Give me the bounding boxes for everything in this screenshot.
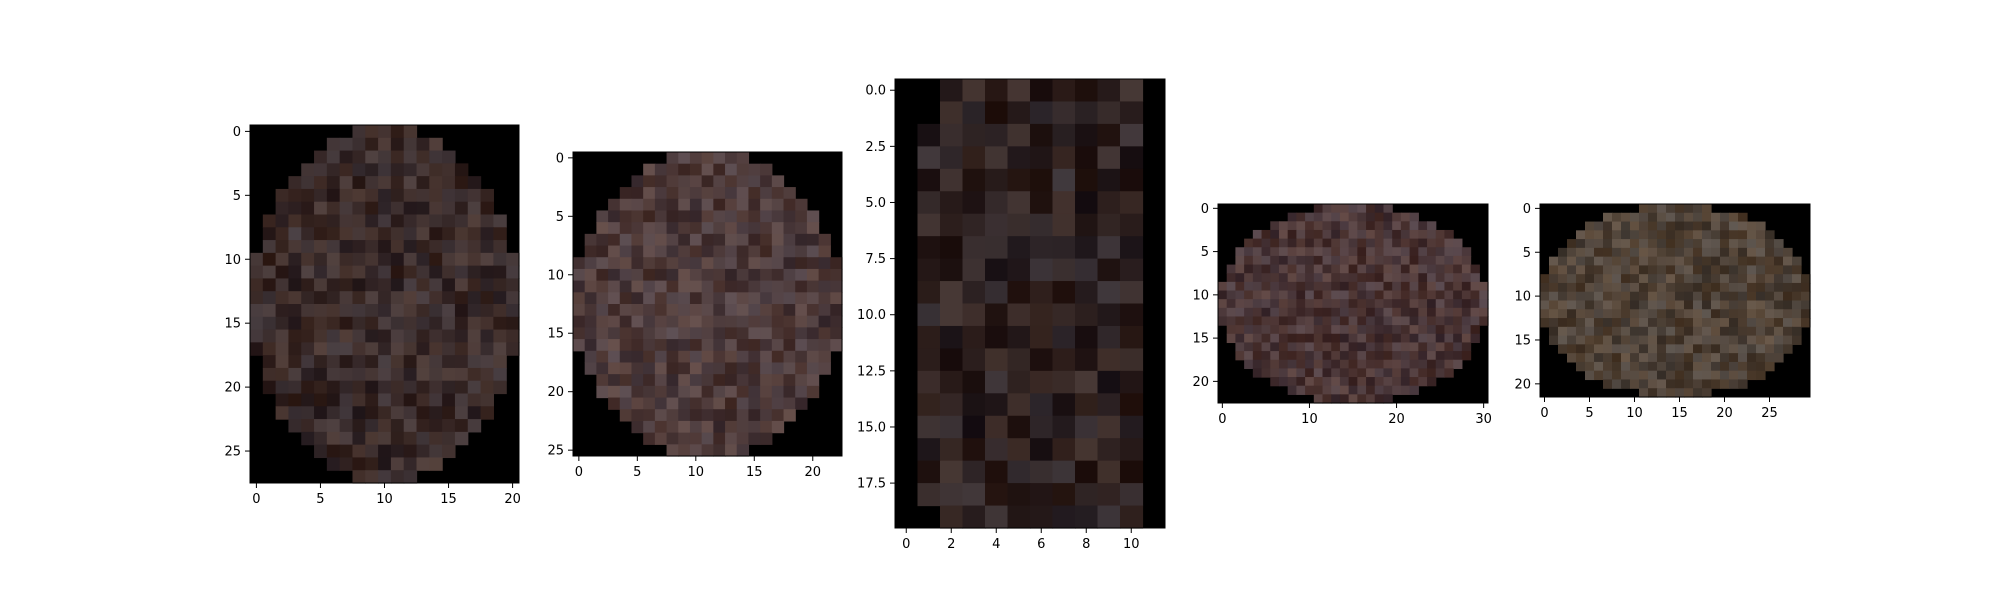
axes-frame [1539,203,1811,398]
panel-1: 0 5 10 15 20 0 5 10 15 20 25 [224,124,521,507]
x-tick-label: 20 [1388,412,1405,427]
x-tick-label: 10 [376,492,393,507]
x-tick-label: 0 [1218,412,1226,427]
x-tick-label: 15 [746,465,763,480]
y-tick-label: 17.5 [857,477,886,492]
y-tick-label: 15 [547,327,564,342]
y-tick-label: 5 [233,189,241,204]
x-tick-label: 25 [1761,406,1778,421]
axes-frame [894,78,1166,529]
y-tick-label: 0 [1201,202,1209,217]
x-tick-label: 10 [688,465,705,480]
y-tick-label: 7.5 [865,252,886,267]
image-pixels [1540,204,1811,398]
y-tick-label: 0 [233,125,241,140]
x-tick-label: 20 [504,492,521,507]
y-tick-label: 12.5 [857,364,886,379]
y-tick-label: 15.0 [857,420,886,435]
y-tick-label: 20 [1514,377,1531,392]
panel-3: 0 2 4 6 8 10 0.0 2.5 5.0 7.5 10.0 12.5 15.0 17.5 [857,78,1166,552]
y-tick-label: 0 [556,151,564,166]
axes-frame [572,151,843,457]
y-tick-label: 15 [1192,332,1209,347]
y-tick-label: 10 [224,253,241,268]
y-tick-label: 25 [547,444,564,459]
y-tick-label: 10.0 [857,308,886,323]
x-tick-label: 10 [1301,412,1318,427]
x-tick-label: 5 [633,465,641,480]
x-tick-label: 4 [992,537,1000,552]
y-tick-label: 20 [547,385,564,400]
y-tick-label: 2.5 [865,140,886,155]
x-tick-label: 0 [252,492,260,507]
x-tick-label: 15 [440,492,457,507]
axes-frame [1217,203,1489,404]
x-tick-label: 0 [902,537,910,552]
x-tick-label: 30 [1475,412,1492,427]
image-pixels [1218,204,1489,404]
x-tick-label: 8 [1082,537,1090,552]
x-tick-label: 0 [1540,406,1548,421]
image-pixels [917,79,1144,529]
y-tick-label: 10 [1192,288,1209,303]
x-tick-label: 10 [1626,406,1643,421]
x-tick-label: 20 [1716,406,1733,421]
y-tick-label: 5 [1201,245,1209,260]
x-tick-label: 5 [316,492,324,507]
y-tick-label: 15 [1514,333,1531,348]
x-tick-label: 6 [1037,537,1045,552]
panel-2: 0 5 10 15 20 0 5 10 15 20 25 [547,151,843,480]
x-tick-label: 10 [1123,537,1140,552]
image-pixels [250,125,520,484]
panel-4: 0 10 20 30 0 5 10 15 20 [1192,202,1491,427]
panel-5: 0 5 10 15 20 25 0 5 10 15 20 [1514,202,1811,421]
x-tick-label: 5 [1585,406,1593,421]
y-tick-label: 0 [1523,202,1531,217]
y-tick-label: 5 [556,210,564,225]
y-tick-label: 10 [1514,290,1531,305]
y-tick-label: 5.0 [865,196,886,211]
x-tick-label: 2 [947,537,955,552]
x-tick-label: 15 [1671,406,1688,421]
y-tick-label: 25 [224,445,241,460]
y-tick-label: 15 [224,317,241,332]
y-tick-label: 20 [224,381,241,396]
image-pixels [573,152,843,457]
x-tick-label: 20 [804,465,821,480]
x-tick-label: 0 [575,465,583,480]
y-tick-label: 10 [547,268,564,283]
y-tick-label: 5 [1523,246,1531,261]
y-tick-label: 20 [1192,375,1209,390]
y-tick-label: 0.0 [865,84,886,99]
